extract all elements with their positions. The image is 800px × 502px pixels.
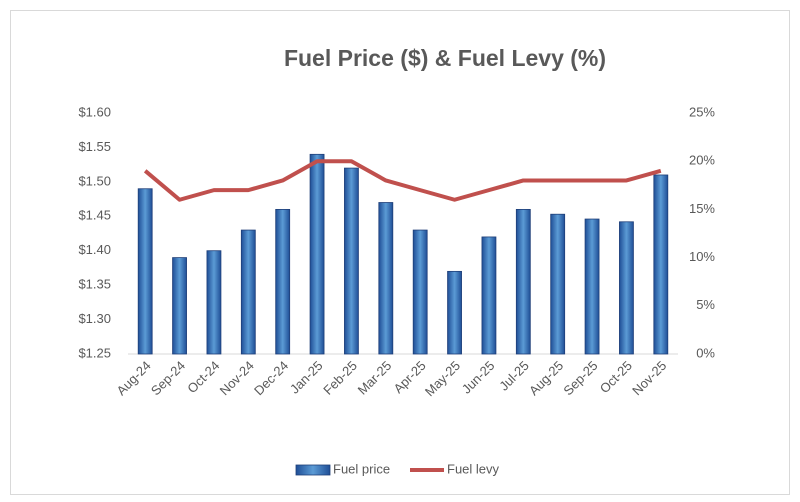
bar	[412, 229, 428, 355]
y2-tick-label: 10%	[689, 249, 715, 264]
bar	[515, 208, 531, 355]
y2-tick-label: 0%	[696, 345, 715, 360]
bar	[481, 236, 497, 355]
y-tick-label: $1.55	[78, 139, 111, 154]
bar	[206, 250, 222, 355]
y2-tick-label: 25%	[689, 104, 715, 119]
y-tick-label: $1.40	[78, 242, 111, 257]
bar	[447, 270, 462, 355]
y-tick-label: $1.60	[78, 104, 111, 119]
legend-swatch	[295, 464, 331, 476]
chart-frame	[10, 10, 790, 495]
y2-tick-label: 15%	[689, 201, 715, 216]
bar	[550, 213, 566, 355]
y2-tick-label: 20%	[689, 153, 715, 168]
y-tick-label: $1.45	[78, 208, 111, 223]
y2-tick-label: 5%	[696, 297, 715, 312]
line-series	[143, 159, 662, 202]
chart-title: Fuel Price ($) & Fuel Levy (%)	[284, 45, 606, 71]
y-tick-label: $1.35	[78, 277, 111, 292]
bar	[240, 229, 256, 355]
bar	[172, 257, 187, 355]
bar	[378, 202, 394, 355]
y-tick-label: $1.50	[78, 173, 111, 188]
bar	[344, 167, 359, 355]
bar	[584, 218, 600, 355]
y-tick-label: $1.25	[78, 345, 111, 360]
bar	[137, 188, 153, 355]
bar	[309, 153, 325, 355]
legend-label: Fuel levy	[447, 461, 500, 476]
bar	[275, 208, 291, 355]
bar	[653, 174, 669, 355]
bar	[619, 221, 634, 355]
legend-label: Fuel price	[333, 461, 390, 476]
y-tick-label: $1.30	[78, 311, 111, 326]
